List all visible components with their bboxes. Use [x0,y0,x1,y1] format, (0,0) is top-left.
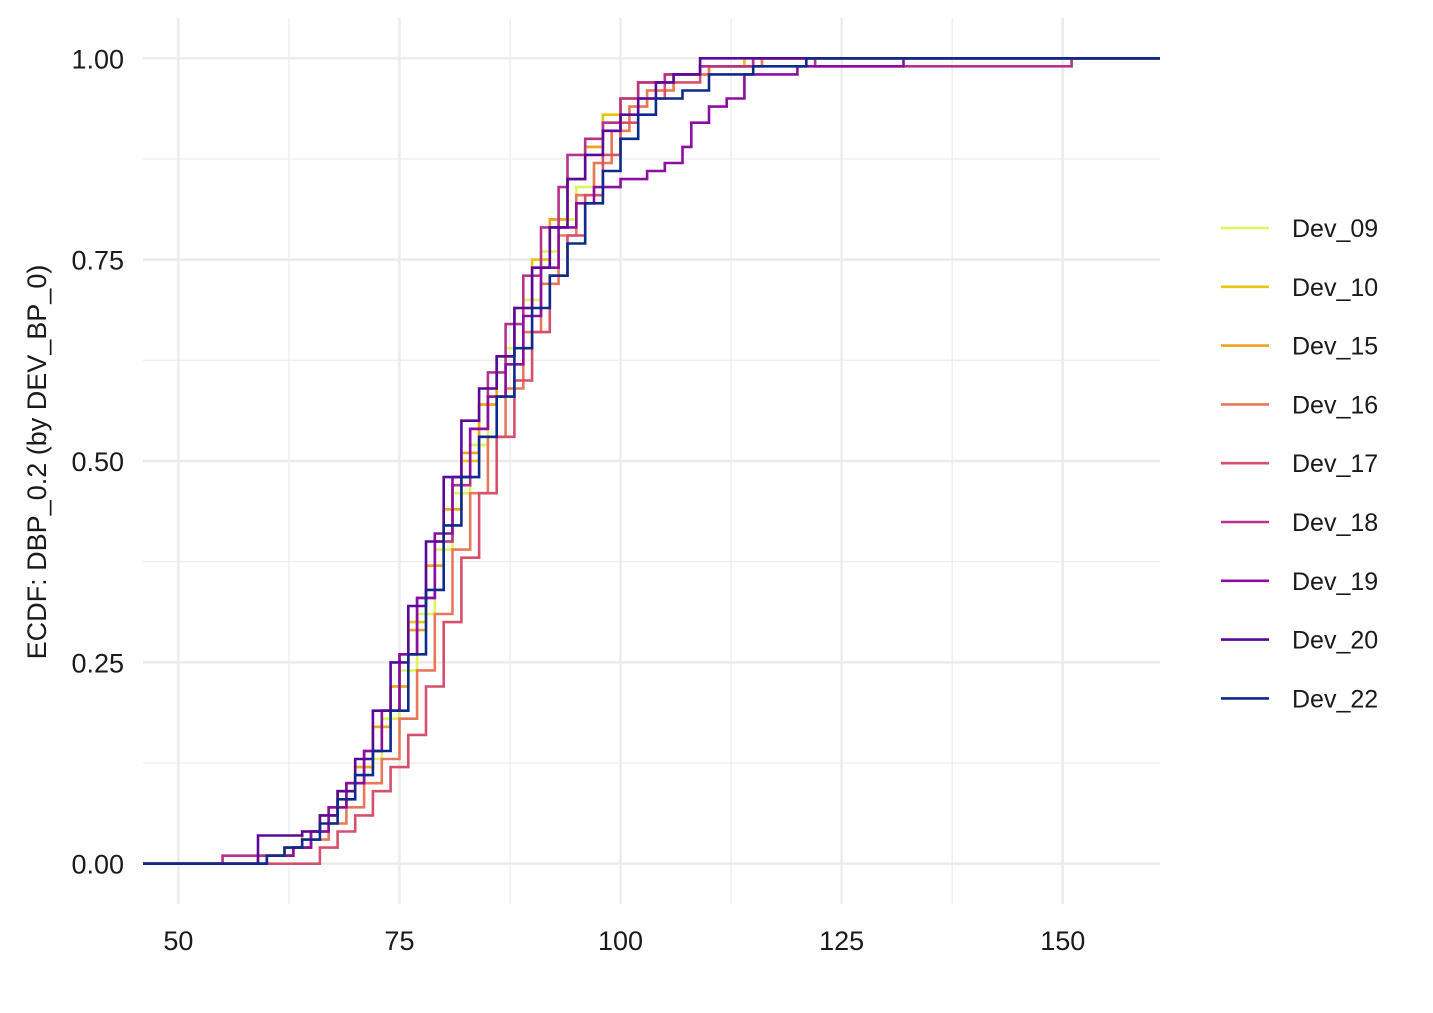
x-tick-label: 150 [1040,926,1085,956]
legend-label: Dev_16 [1292,391,1378,419]
y-axis-title: ECDF: DBP_0.2 (by DEV_BP_0) [22,265,52,660]
y-tick-label: 0.50 [71,447,124,477]
legend-label: Dev_22 [1292,685,1378,713]
grid-major [143,18,1160,904]
grid-minor [143,18,1160,904]
x-tick-label: 125 [819,926,864,956]
y-tick-label: 1.00 [71,44,124,74]
x-tick-label: 50 [163,926,193,956]
series-line-dev-19 [143,57,1160,865]
x-tick-label: 75 [384,926,414,956]
legend: Dev_09 Dev_10 Dev_15 Dev_16 Dev_17 Dev_18 Dev_… [1221,215,1378,713]
legend-label: Dev_10 [1292,274,1378,302]
legend-label: Dev_15 [1292,333,1378,361]
legend-label: Dev_18 [1292,509,1378,537]
y-tick-label: 0.25 [71,648,124,678]
x-tick-label: 100 [598,926,643,956]
legend-label: Dev_09 [1292,215,1378,243]
x-axis-ticks: 50 75 100 125 150 [163,926,1085,956]
y-tick-label: 0.75 [71,246,124,276]
legend-label: Dev_20 [1292,627,1378,655]
y-tick-label: 0.00 [71,850,124,880]
series-line-dev-22 [143,57,1160,865]
legend-label: Dev_19 [1292,568,1378,596]
y-axis-ticks: 0.00 0.25 0.50 0.75 1.00 [71,44,124,879]
series-layer [143,57,1160,865]
legend-label: Dev_17 [1292,450,1378,478]
